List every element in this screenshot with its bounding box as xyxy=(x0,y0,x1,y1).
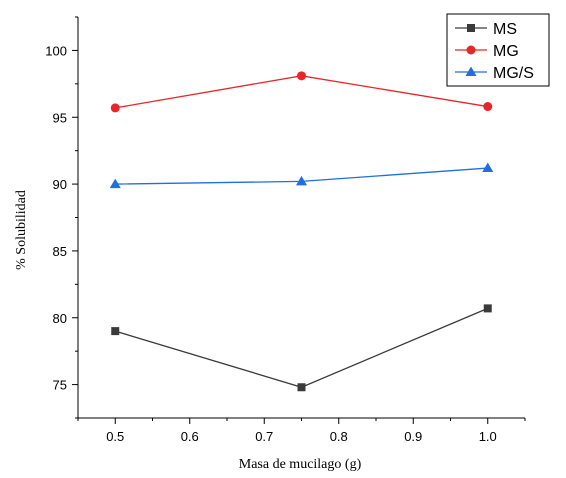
data-point-ms xyxy=(297,383,306,392)
series-group xyxy=(109,71,494,392)
y-tick-label: 100 xyxy=(45,43,67,58)
y-tick-label: 90 xyxy=(53,177,67,192)
y-tick-label: 95 xyxy=(53,110,67,125)
series-line-ms xyxy=(115,307,489,388)
x-tick-label: 0.8 xyxy=(330,429,348,444)
x-tick-label: 1.0 xyxy=(479,429,497,444)
series-mg-s xyxy=(109,162,494,189)
data-point-mg-s xyxy=(296,175,307,186)
y-tick-label: 75 xyxy=(53,378,67,393)
data-point-mg-s xyxy=(482,162,494,173)
x-tick-label: 0.9 xyxy=(404,429,422,444)
legend-label-ms: MS xyxy=(493,21,517,38)
x-tick-label: 0.7 xyxy=(255,429,273,444)
data-point-mg xyxy=(483,102,493,112)
y-tick-label: 85 xyxy=(53,244,67,259)
legend-marker-mg-s xyxy=(465,66,477,76)
legend-label-mg-s: MG/S xyxy=(493,65,534,82)
legend-marker-mg xyxy=(466,45,476,55)
data-point-mg xyxy=(110,103,120,113)
series-mg xyxy=(110,71,493,113)
legend-label-mg: MG xyxy=(493,43,519,60)
axes: 0.5 0.6 0.7 0.8 0.9 1.0 75 80 85 90 95 100 xyxy=(45,16,526,444)
series-line-mg xyxy=(115,75,488,109)
legend: MS MG MG/S xyxy=(446,13,550,87)
data-point-mg xyxy=(297,71,306,81)
legend-marker-ms xyxy=(467,24,475,32)
y-tick-label: 80 xyxy=(53,311,67,326)
x-tick-label: 0.5 xyxy=(106,429,124,444)
x-tick-label: 0.6 xyxy=(181,429,199,444)
y-axis-title: % Solubilidad xyxy=(14,190,29,270)
data-point-ms xyxy=(111,327,120,336)
x-axis-title: Masa de mucilago (g) xyxy=(239,457,362,472)
data-point-mg-s xyxy=(109,178,121,189)
series-ms xyxy=(111,304,492,392)
data-point-ms xyxy=(483,304,492,313)
